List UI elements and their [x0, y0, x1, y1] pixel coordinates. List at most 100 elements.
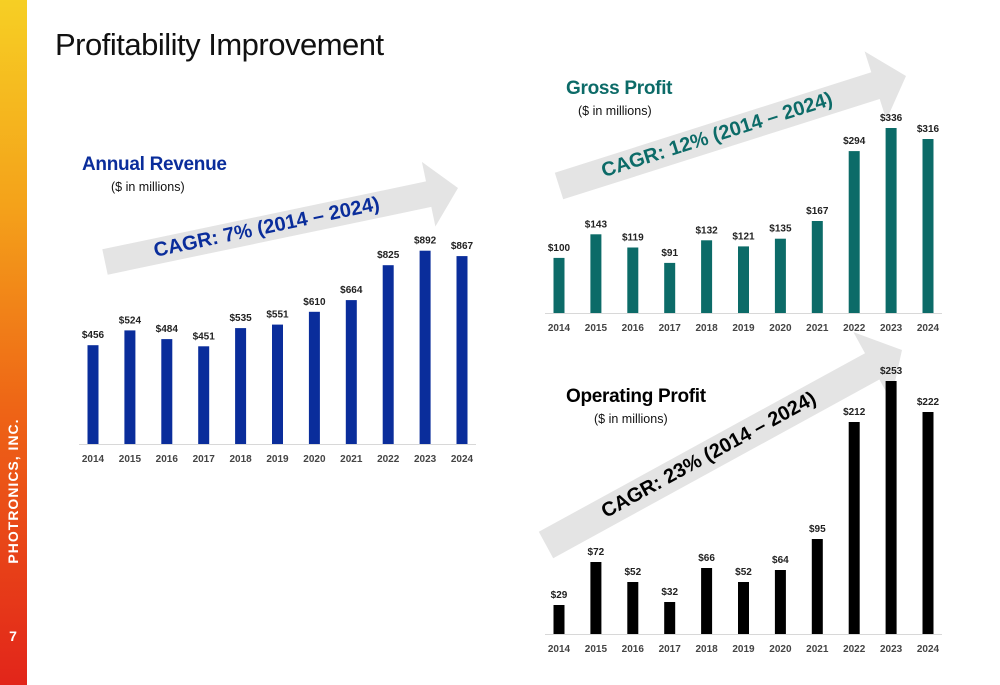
revenue-tick-label: 2024 [451, 454, 474, 465]
page-number: 7 [9, 628, 17, 644]
gross-profit-bar [664, 262, 676, 313]
revenue-value-label: $456 [82, 330, 105, 341]
revenue-bar [419, 250, 431, 444]
gross-profit-chart-subtitle: ($ in millions) [578, 104, 652, 118]
gross-profit-cagr-arrow [554, 51, 906, 200]
operating-profit-value-label: $72 [588, 547, 605, 558]
operating-profit-value-label: $64 [772, 555, 789, 566]
operating-profit-value-label: $95 [809, 524, 826, 535]
operating-profit-chart-title: Operating Profit [566, 386, 706, 407]
revenue-bar [87, 345, 99, 444]
operating-profit-tick-label: 2021 [806, 644, 829, 655]
gross-profit-tick-label: 2018 [695, 323, 718, 334]
gross-profit-value-label: $316 [917, 124, 940, 135]
gross-profit-value-label: $132 [695, 225, 718, 236]
revenue-tick-label: 2015 [119, 454, 142, 465]
operating-profit-value-label: $222 [917, 397, 940, 408]
gross-profit-value-label: $143 [585, 219, 608, 230]
operating-profit-chart-subtitle: ($ in millions) [594, 412, 668, 426]
operating-profit-bar [738, 582, 749, 634]
operating-profit-value-label: $52 [735, 567, 752, 578]
revenue-bar [272, 324, 283, 444]
gross-profit-value-label: $336 [880, 113, 903, 124]
brand-sidebar: PHOTRONICS, INC. 7 [0, 0, 27, 685]
operating-profit-tick-label: 2023 [880, 644, 903, 655]
operating-profit-bar [922, 412, 934, 634]
gross-profit-value-label: $121 [732, 231, 755, 242]
operating-profit-tick-label: 2014 [548, 644, 571, 655]
revenue-chart-subtitle: ($ in millions) [111, 180, 185, 194]
gross-profit-bar [922, 139, 934, 313]
revenue-cagr-arrow [102, 161, 459, 275]
gross-profit-value-label: $167 [806, 206, 829, 217]
revenue-tick-label: 2020 [303, 454, 326, 465]
operating-profit-bar [590, 562, 602, 634]
operating-profit-tick-label: 2020 [769, 644, 792, 655]
gross-profit-tick-label: 2017 [659, 323, 682, 334]
revenue-tick-label: 2018 [229, 454, 252, 465]
revenue-value-label: $551 [266, 310, 289, 321]
gross-profit-chart-title: Gross Profit [566, 78, 673, 99]
gross-profit-bar [590, 234, 602, 313]
revenue-value-label: $867 [451, 241, 474, 252]
gross-profit-bar [811, 221, 823, 313]
operating-profit-bar [811, 539, 823, 634]
revenue-value-label: $484 [156, 324, 179, 335]
revenue-value-label: $535 [229, 313, 252, 324]
revenue-tick-label: 2022 [377, 454, 400, 465]
operating-profit-value-label: $212 [843, 407, 866, 418]
gross-profit-tick-label: 2014 [548, 323, 571, 334]
operating-profit-value-label: $29 [551, 590, 568, 601]
gross-profit-bar [553, 257, 565, 313]
gross-profit-tick-label: 2019 [732, 323, 755, 334]
gross-profit-bar [774, 238, 786, 313]
revenue-value-label: $451 [193, 331, 216, 342]
gross-profit-tick-label: 2020 [769, 323, 792, 334]
gross-profit-value-label: $294 [843, 136, 866, 147]
gross-profit-tick-label: 2016 [622, 323, 645, 334]
operating-profit-value-label: $253 [880, 366, 903, 377]
operating-profit-bar [701, 568, 713, 634]
revenue-tick-label: 2016 [156, 454, 179, 465]
gross-profit-tick-label: 2015 [585, 323, 608, 334]
gross-profit-tick-label: 2022 [843, 323, 866, 334]
operating-profit-tick-label: 2017 [659, 644, 682, 655]
gross-profit-bar [627, 247, 639, 313]
operating-profit-bar [664, 602, 676, 634]
operating-profit-tick-label: 2022 [843, 644, 866, 655]
gross-profit-value-label: $135 [769, 224, 792, 235]
revenue-value-label: $664 [340, 285, 363, 296]
gross-profit-bar [738, 246, 749, 313]
revenue-bar [382, 265, 394, 444]
revenue-tick-label: 2019 [266, 454, 289, 465]
revenue-chart-title: Annual Revenue [82, 154, 227, 175]
revenue-bar [161, 339, 173, 444]
revenue-value-label: $825 [377, 250, 400, 261]
operating-profit-tick-label: 2024 [917, 644, 940, 655]
operating-profit-value-label: $66 [698, 553, 715, 564]
operating-profit-bar [627, 582, 639, 634]
operating-profit-bar [885, 381, 897, 634]
operating-profit-value-label: $32 [661, 587, 678, 598]
gross-profit-bar [885, 128, 897, 313]
revenue-tick-label: 2023 [414, 454, 437, 465]
page-title: Profitability Improvement [55, 27, 384, 62]
revenue-bar [345, 300, 357, 444]
revenue-bar [124, 330, 136, 444]
operating-profit-tick-label: 2016 [622, 644, 645, 655]
gross-profit-value-label: $91 [661, 248, 678, 259]
revenue-value-label: $892 [414, 236, 437, 247]
revenue-bar [198, 346, 210, 444]
revenue-tick-label: 2021 [340, 454, 363, 465]
gross-profit-bar [848, 151, 860, 313]
operating-profit-cagr-arrow [538, 332, 902, 559]
gross-profit-tick-label: 2024 [917, 323, 940, 334]
operating-profit-tick-label: 2019 [732, 644, 755, 655]
gross-profit-value-label: $119 [622, 233, 644, 244]
revenue-bar [308, 311, 320, 444]
revenue-value-label: $610 [303, 297, 326, 308]
gross-profit-tick-label: 2023 [880, 323, 903, 334]
operating-profit-cagr-label: CAGR: 23% (2014 – 2024) [598, 387, 820, 522]
